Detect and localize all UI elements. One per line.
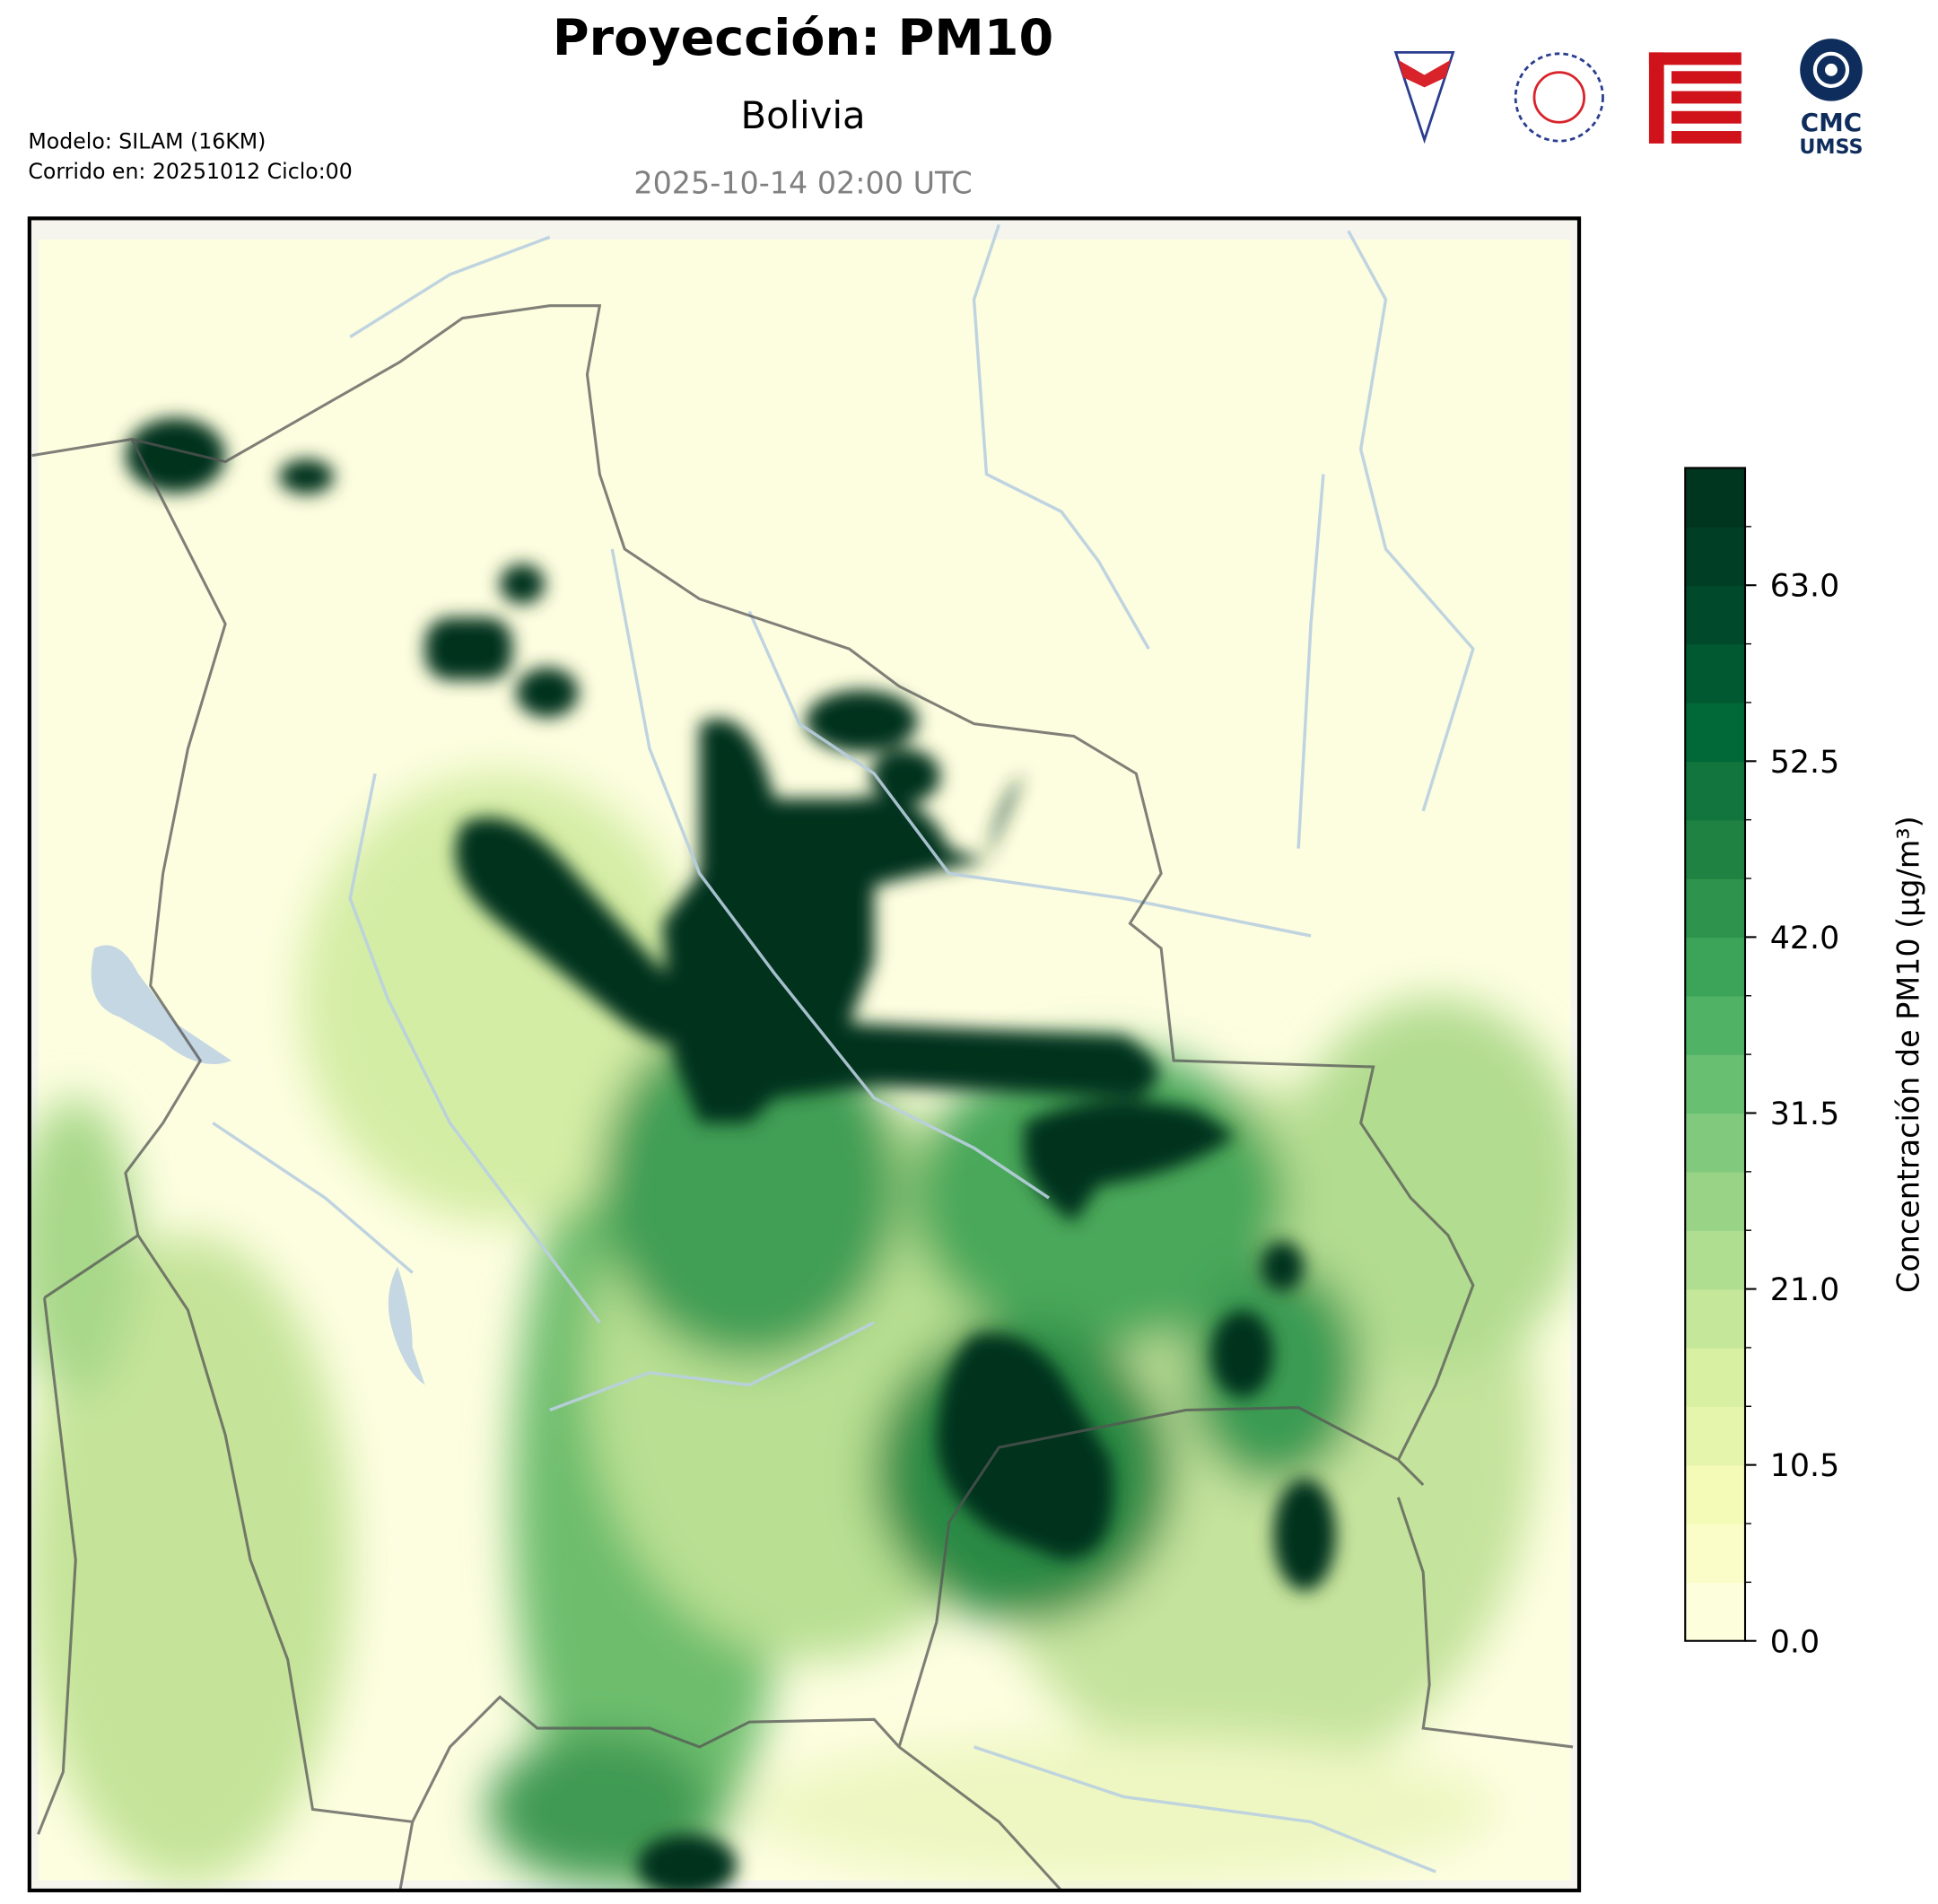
colorbar-band <box>1685 878 1746 939</box>
title: Proyección: PM10 <box>553 9 1053 67</box>
colorbar-band <box>1685 995 1746 1055</box>
logo-text: CMC <box>1801 108 1862 137</box>
logos: CMC UMSS <box>1393 39 1864 159</box>
colorbar-band <box>1685 1347 1746 1407</box>
colorbar-band <box>1685 1524 1746 1584</box>
colorbar-band <box>1685 1230 1746 1290</box>
tick-label: 52.5 <box>1770 745 1839 781</box>
colorbar-band <box>1685 643 1746 703</box>
model-line: Corrido en: 20251012 Ciclo:00 <box>28 159 352 184</box>
map <box>29 218 1580 1891</box>
colorbar-band <box>1685 819 1746 879</box>
colorbar-band <box>1685 1171 1746 1231</box>
colorbar-band <box>1685 467 1746 528</box>
colorbar-band <box>1685 1406 1746 1466</box>
colorbar-band <box>1685 1582 1746 1642</box>
tick-label: 42.0 <box>1770 921 1839 956</box>
tick-label: 0.0 <box>1770 1624 1820 1660</box>
colorbar-label: Concentración de PM10 (µg/m³) <box>1890 816 1925 1293</box>
colorbar-frame <box>1684 467 1747 1642</box>
colorbar-band <box>1685 1464 1746 1524</box>
date: 2025-10-14 02:00 UTC <box>633 166 972 201</box>
colorbar-band <box>1685 1288 1746 1349</box>
model-line: Modelo: SILAM (16KM) <box>28 128 266 153</box>
logo-text: UMSS <box>1799 135 1863 159</box>
subtitle: Bolivia <box>740 93 865 137</box>
colorbar-band <box>1685 1054 1746 1114</box>
colorbar-band <box>1685 761 1746 821</box>
tick-label: 10.5 <box>1770 1448 1839 1484</box>
colorbar-band <box>1685 585 1746 645</box>
colorbar: 0.0 10.5 21.0 31.5 42.0 52.5 63.0 <box>1684 467 1839 1660</box>
tick-label: 21.0 <box>1770 1272 1839 1308</box>
colorbar-band <box>1685 526 1746 586</box>
colorbar-band <box>1685 702 1746 763</box>
map-frame <box>27 216 1582 1892</box>
tick-label: 63.0 <box>1770 569 1839 605</box>
colorbar-band <box>1685 937 1746 997</box>
tick-label: 31.5 <box>1770 1096 1839 1132</box>
colorbar-band <box>1685 1113 1746 1173</box>
